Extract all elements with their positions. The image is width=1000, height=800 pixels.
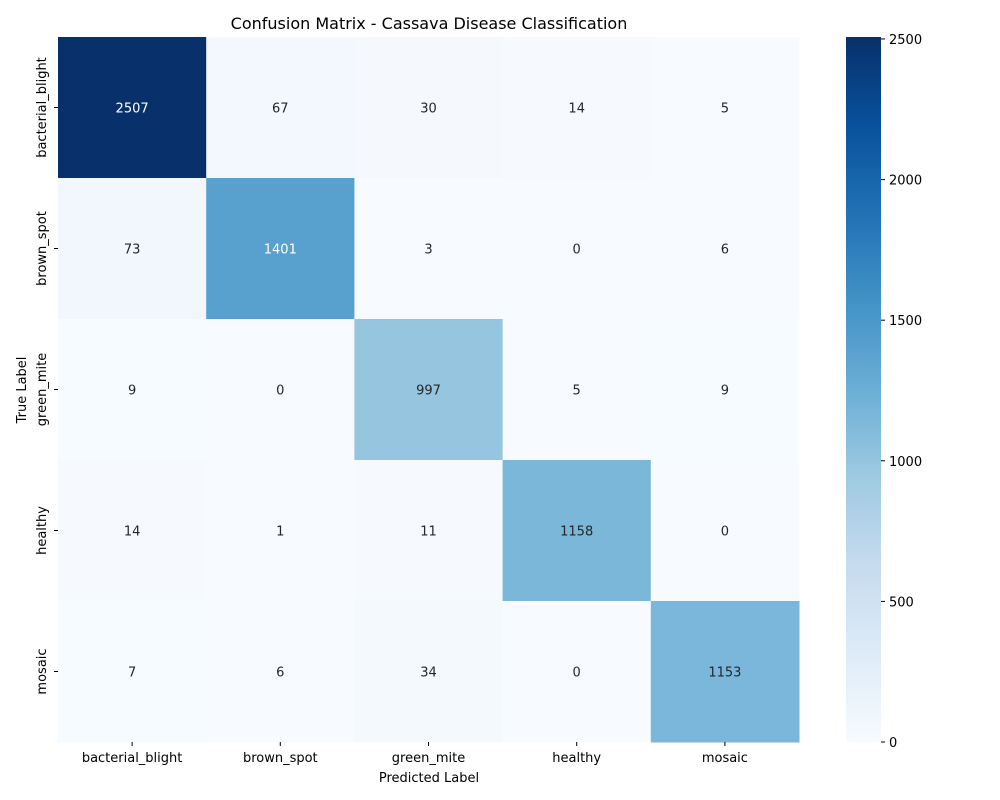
- cell-value-label: 0: [276, 384, 284, 399]
- y-tick-label: healthy: [35, 506, 50, 555]
- y-tick-label: green_mite: [35, 353, 50, 426]
- heatmap-cell: [354, 178, 504, 320]
- heatmap-cell: [354, 319, 504, 461]
- y-tick-label: brown_spot: [35, 211, 50, 286]
- heatmap-cell: [58, 601, 207, 743]
- heatmap-cell: [650, 601, 800, 743]
- x-tick-label: healthy: [552, 751, 601, 766]
- x-tick-label: bacterial_blight: [82, 751, 183, 766]
- heatmap-cell: [502, 178, 652, 320]
- cell-value-label: 3: [424, 243, 432, 258]
- cell-value-label: 1401: [264, 243, 297, 258]
- x-tick-label: mosaic: [702, 751, 748, 766]
- colorbar: [846, 37, 881, 742]
- heatmap-cell: [650, 460, 800, 602]
- x-tick-labels: bacterial_blight brown_spot green_mite heal…: [82, 742, 748, 766]
- cell-value-label: 0: [721, 525, 729, 540]
- cell-value-label: 5: [721, 102, 729, 117]
- colorbar-tick-label: 500: [889, 595, 914, 610]
- cell-value-label: 73: [124, 243, 141, 258]
- colorbar-ticks: 0 500 1000 1500 2000 2500: [881, 33, 922, 751]
- heatmap-cell: [206, 319, 355, 461]
- cell-value-label: 9: [128, 384, 136, 399]
- heatmap-cell: [354, 601, 504, 743]
- cell-value-label: 0: [573, 243, 581, 258]
- heatmap-cell: [58, 460, 207, 602]
- cell-value-label: 6: [276, 666, 284, 681]
- heatmap-cell: [650, 319, 800, 461]
- cell-value-label: 30: [420, 102, 437, 117]
- cell-value-label: 997: [416, 384, 441, 399]
- cell-value-label: 1158: [560, 525, 593, 540]
- heatmap-cell: [502, 319, 652, 461]
- cell-value-label: 1: [276, 525, 284, 540]
- heatmap-cell: [206, 460, 355, 602]
- colorbar-tick-label: 1500: [889, 314, 922, 329]
- heatmap-cell: [206, 37, 355, 179]
- cell-value-label: 1153: [708, 666, 741, 681]
- x-tick-label: green_mite: [392, 751, 465, 766]
- y-tick-labels: bacterial_blight brown_spot green_miteheal…: [35, 57, 58, 695]
- heatmap-cell: [650, 178, 800, 320]
- y-tick-label: bacterial_blight: [35, 57, 50, 158]
- cell-value-label: 14: [568, 102, 585, 117]
- colorbar-tick-label: 2500: [889, 33, 922, 48]
- heatmap-cells: 2507 67 30 14 573 1401 3 0 69 0 997 5 914 1 11 1158 07 6 3…: [58, 37, 800, 743]
- y-tick-label: mosaic: [35, 648, 50, 694]
- heatmap-cell: [650, 37, 800, 179]
- heatmap-cell: [354, 460, 504, 602]
- heatmap-cell: [502, 37, 652, 179]
- x-axis-label: Predicted Label: [379, 771, 479, 786]
- chart-title: Confusion Matrix - Cassava Disease Class…: [231, 14, 628, 33]
- cell-value-label: 6: [721, 243, 729, 258]
- y-axis-label: True Label: [15, 357, 30, 425]
- cell-value-label: 11: [420, 525, 437, 540]
- colorbar-tick-label: 1000: [889, 455, 922, 470]
- cell-value-label: 34: [420, 666, 437, 681]
- heatmap-cell: [502, 460, 652, 602]
- x-tick-label: brown_spot: [243, 751, 318, 766]
- heatmap-cell: [502, 601, 652, 743]
- cell-value-label: 14: [124, 525, 141, 540]
- cell-value-label: 0: [573, 666, 581, 681]
- colorbar-tick-label: 0: [889, 736, 897, 751]
- heatmap-cell: [58, 178, 207, 320]
- cell-value-label: 67: [272, 102, 289, 117]
- heatmap-cell: [354, 37, 504, 179]
- heatmap-cell: [58, 37, 207, 179]
- cell-value-label: 5: [573, 384, 581, 399]
- cell-value-label: 9: [721, 384, 729, 399]
- cell-value-label: 2507: [116, 102, 149, 117]
- cell-value-label: 7: [128, 666, 136, 681]
- heatmap-cell: [206, 601, 355, 743]
- heatmap-cell: [206, 178, 355, 320]
- heatmap-cell: [58, 319, 207, 461]
- colorbar-tick-label: 2000: [889, 174, 922, 189]
